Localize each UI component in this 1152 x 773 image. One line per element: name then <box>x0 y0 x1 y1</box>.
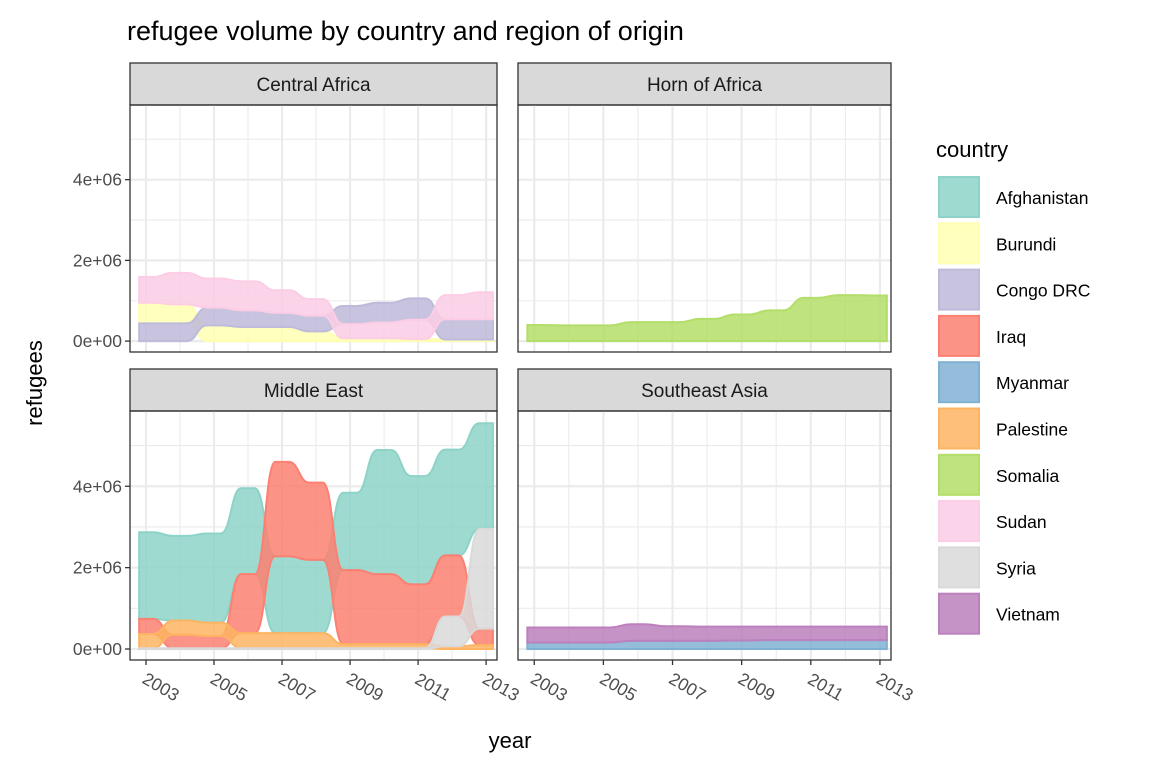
x-tick-label: 2013 <box>479 668 523 705</box>
panel-border <box>517 104 892 353</box>
legend-swatch <box>938 592 980 635</box>
facet-panel-middle-east: Middle East 0e+00 2e+06 4e+06 2003 2005 2007 20… <box>73 368 523 705</box>
band-sudan <box>138 271 494 341</box>
band-somalia <box>526 294 888 343</box>
legend-swatch <box>938 407 980 450</box>
facet-strip <box>129 368 498 412</box>
x-axis-label: year <box>489 728 532 753</box>
x-tick-label: 2005 <box>207 668 251 705</box>
legend-swatch <box>938 453 980 496</box>
gridlines <box>518 411 891 660</box>
facet-panel-horn-of-africa: Horn of Africa <box>517 62 892 353</box>
legend-label: Syria <box>996 558 1036 578</box>
legend-item-somalia: Somalia <box>937 452 1059 497</box>
facet-strip-label: Central Africa <box>256 75 370 96</box>
y-axis-label: refugees <box>22 340 47 426</box>
y-tick-label: 0e+00 <box>73 639 122 659</box>
legend-label: Congo DRC <box>996 281 1090 301</box>
x-tick-label: 2007 <box>275 668 319 705</box>
legend-swatch <box>938 222 980 265</box>
facet-strip <box>517 368 892 412</box>
facet-strip-label: Horn of Africa <box>647 75 763 96</box>
legend-item-syria: Syria <box>937 545 1036 590</box>
facet-strip-label: Southeast Asia <box>641 381 768 402</box>
x-tick-label: 2007 <box>666 668 710 705</box>
legend-label: Burundi <box>996 234 1056 254</box>
y-tick-label: 2e+06 <box>73 250 122 270</box>
legend-item-burundi: Burundi <box>937 221 1056 266</box>
x-tick-label: 2003 <box>139 668 183 705</box>
y-tick-label: 0e+00 <box>73 331 122 351</box>
legend-item-myanmar: Myanmar <box>937 360 1069 405</box>
panel-border <box>129 104 498 353</box>
facet-strip <box>129 62 498 106</box>
legend-swatch <box>938 176 980 218</box>
legend-swatch <box>938 500 980 543</box>
x-tick-label: 2009 <box>735 668 779 705</box>
legend-swatch <box>938 361 980 404</box>
y-tick-label: 4e+06 <box>73 476 122 496</box>
legend-label: Somalia <box>996 466 1059 486</box>
legend-label: Iraq <box>996 327 1026 347</box>
x-tick-label: 2011 <box>805 669 848 705</box>
facet-strip-label: Middle East <box>264 381 364 402</box>
facet-panel-southeast-asia: Southeast Asia 2003 2005 2007 2009 2011 2013 <box>517 368 917 705</box>
band-vietnam <box>526 623 888 644</box>
legend-item-vietnam: Vietnam <box>937 591 1060 636</box>
y-tick-label: 4e+06 <box>73 170 122 190</box>
x-tick-label: 2011 <box>412 669 455 705</box>
legend: country Afghanistan Burundi Congo DRC Iraq M… <box>936 137 1090 636</box>
legend-item-palestine: Palestine <box>937 406 1068 451</box>
x-tick-label: 2013 <box>873 668 917 705</box>
legend-title: country <box>936 137 1008 162</box>
legend-swatch <box>938 546 980 589</box>
chart-title: refugee volume by country and region of … <box>127 16 684 46</box>
facet-strip <box>517 62 892 106</box>
legend-item-iraq: Iraq <box>937 313 1026 358</box>
legend-label: Sudan <box>996 512 1047 532</box>
y-tick-label: 2e+06 <box>73 558 122 578</box>
legend-label: Myanmar <box>996 373 1069 393</box>
legend-label: Vietnam <box>996 605 1060 625</box>
x-tick-label: 2005 <box>597 668 641 705</box>
legend-item-afghanistan: Afghanistan <box>937 175 1088 219</box>
facet-panel-central-africa: Central Africa 0e+00 2e+06 4e+06 <box>73 62 498 353</box>
x-tick-label: 2003 <box>527 668 571 705</box>
panel-border <box>129 410 498 661</box>
legend-swatch <box>938 314 980 357</box>
x-tick-label: 2009 <box>343 668 387 705</box>
legend-label: Palestine <box>996 420 1068 440</box>
panel-border <box>517 410 892 661</box>
band-syria <box>138 527 494 651</box>
legend-swatch <box>938 268 980 311</box>
legend-label: Afghanistan <box>996 188 1088 208</box>
legend-item-congo-drc: Congo DRC <box>937 267 1090 312</box>
legend-item-sudan: Sudan <box>937 499 1047 544</box>
